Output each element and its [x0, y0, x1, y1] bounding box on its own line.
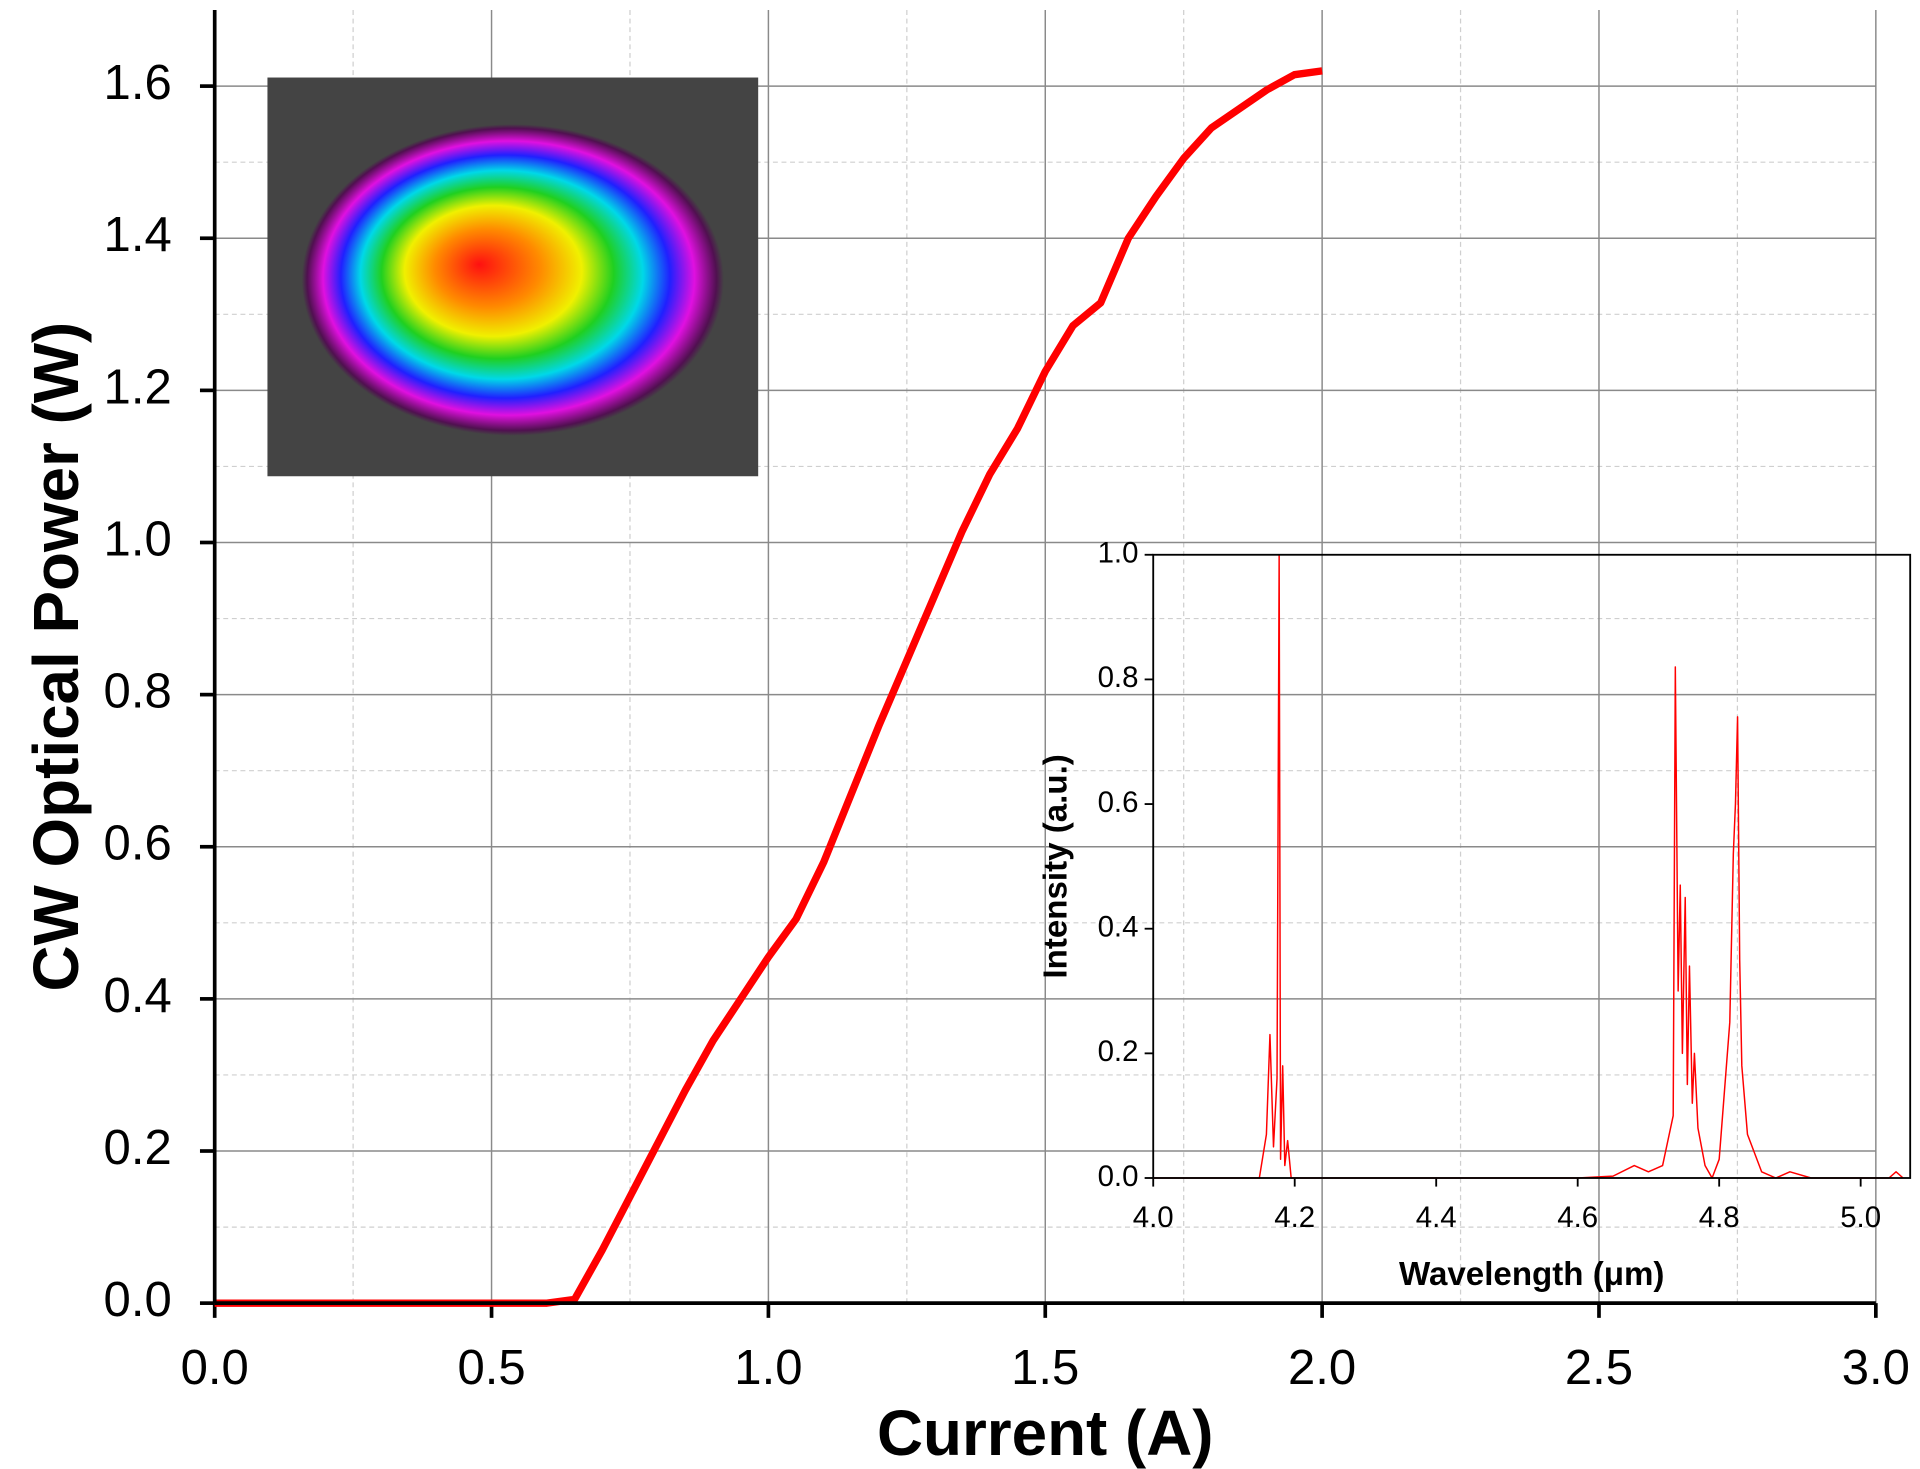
- x-tick-label: 4.2: [1274, 1201, 1315, 1234]
- y-tick-label: 0.4: [104, 969, 172, 1023]
- y-tick-label: 1.4: [104, 208, 172, 262]
- y-tick-label: 0.4: [1098, 910, 1139, 943]
- y-axis-title: Intensity (a.u.): [1037, 754, 1074, 978]
- y-tick-label: 0.0: [1098, 1160, 1139, 1193]
- x-tick-label: 4.8: [1699, 1201, 1740, 1234]
- x-axis-title: Current (A): [877, 1397, 1214, 1469]
- x-tick-label: 2.5: [1565, 1341, 1633, 1395]
- x-tick-label: 4.6: [1557, 1201, 1598, 1234]
- y-tick-label: 1.0: [104, 512, 172, 566]
- beam-profile: [301, 124, 724, 436]
- x-tick-label: 1.5: [1011, 1341, 1079, 1395]
- y-tick-label: 0.0: [104, 1273, 172, 1327]
- y-tick-label: 0.2: [104, 1121, 172, 1175]
- data-line: [214, 67, 1323, 1307]
- x-tick-label: 0.5: [457, 1341, 525, 1395]
- x-tick-label: 0.0: [181, 1341, 249, 1395]
- x-tick-label: 3.0: [1842, 1341, 1910, 1395]
- main-layer: 0.0 0.5 1.0 1.5 2.0 2.5 3.0 0.0 0.2 0.4 0.6 0.8 1.0 1…: [20, 10, 1912, 1469]
- y-tick-label: 0.6: [1098, 786, 1139, 819]
- y-tick-label: 1.0: [1098, 537, 1139, 570]
- y-tick-label: 0.6: [104, 817, 172, 871]
- x-tick-label: 4.0: [1133, 1201, 1174, 1234]
- x-axis-title: Wavelength (μm): [1399, 1256, 1665, 1293]
- x-tick-label: 4.4: [1416, 1201, 1457, 1234]
- y-tick-label: 0.8: [104, 665, 172, 719]
- y-tick-label: 0.8: [1098, 661, 1139, 694]
- x-tick-label: 2.0: [1288, 1341, 1356, 1395]
- x-tick-label: 1.0: [734, 1341, 802, 1395]
- y-tick-label: 0.2: [1098, 1035, 1139, 1068]
- y-axis-title: CW Optical Power (W): [20, 322, 92, 992]
- y-tick-label: 1.2: [104, 360, 172, 414]
- data-line: [1153, 554, 1904, 1179]
- y-tick-label: 1.6: [104, 56, 172, 110]
- plot-frame: [1152, 553, 1912, 1179]
- x-tick-label: 5.0: [1840, 1201, 1881, 1234]
